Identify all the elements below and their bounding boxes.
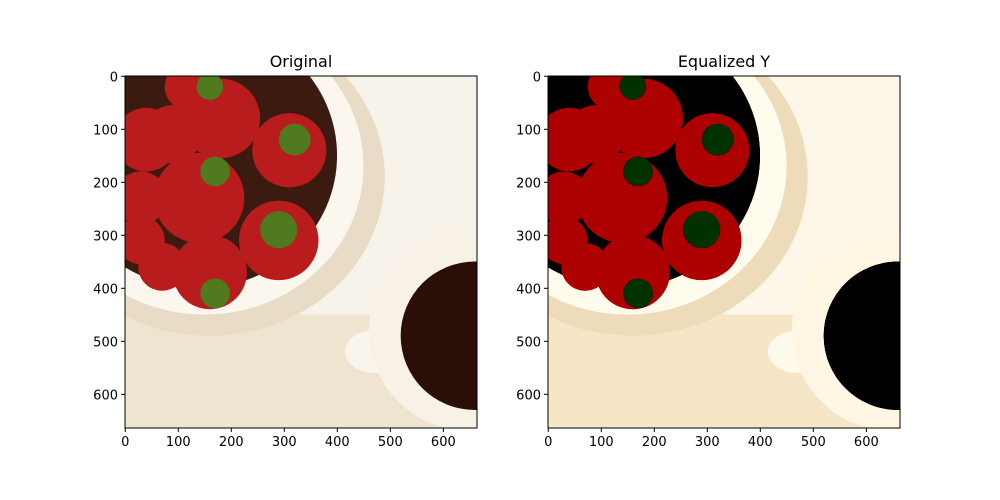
x-tick-label: 200 [642, 435, 667, 450]
y-tick-label: 400 [93, 282, 118, 297]
y-tick-label: 200 [93, 176, 118, 191]
x-tick-label: 0 [544, 435, 552, 450]
y-tick-label: 200 [516, 176, 541, 191]
y-tick-label: 500 [93, 335, 118, 350]
panel-title: Equalized Y [678, 52, 771, 71]
y-tick-label: 400 [516, 282, 541, 297]
y-tick-label: 600 [516, 388, 541, 403]
y-tick-label: 100 [516, 123, 541, 138]
x-tick-label: 100 [166, 435, 191, 450]
y-tick-label: 300 [516, 229, 541, 244]
axes-frame [547, 75, 901, 429]
y-tick-label: 500 [516, 335, 541, 350]
x-tick-label: 500 [378, 435, 403, 450]
x-tick-label: 100 [589, 435, 614, 450]
x-tick-label: 200 [219, 435, 244, 450]
x-tick-label: 0 [121, 435, 129, 450]
panels: Original 0 100 200 300 400 500 600 0 100 200 300 400… [93, 52, 901, 450]
x-tick-label: 600 [431, 435, 456, 450]
y-tick-label: 600 [93, 388, 118, 403]
panel-title: Original [270, 52, 333, 71]
x-tick-label: 500 [801, 435, 826, 450]
y-tick-label: 300 [93, 229, 118, 244]
x-tick-label: 300 [272, 435, 297, 450]
y-tick-label: 0 [110, 70, 118, 85]
y-tick-label: 0 [533, 70, 541, 85]
axes-frame [124, 75, 478, 429]
x-tick-label: 600 [854, 435, 879, 450]
x-tick-label: 400 [748, 435, 773, 450]
x-tick-label: 300 [695, 435, 720, 450]
y-tick-label: 100 [93, 123, 118, 138]
x-tick-label: 400 [325, 435, 350, 450]
